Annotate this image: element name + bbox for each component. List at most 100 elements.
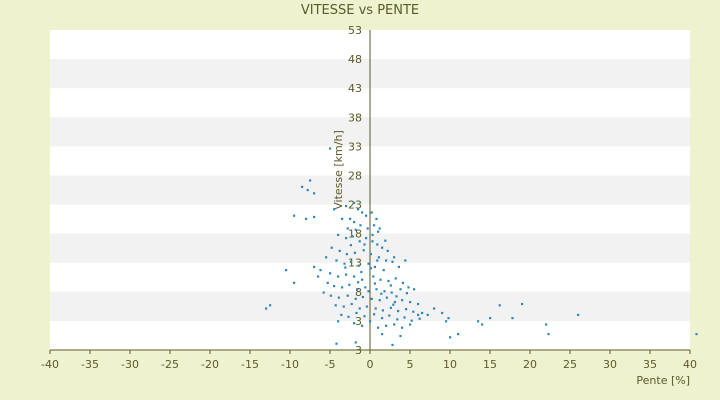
- data-point: [376, 243, 379, 246]
- data-point: [349, 217, 352, 220]
- data-point: [319, 269, 322, 272]
- data-point: [385, 259, 388, 262]
- data-point: [369, 267, 372, 270]
- data-point: [489, 317, 492, 320]
- data-point: [313, 265, 316, 268]
- data-point: [388, 314, 391, 317]
- data-point: [389, 306, 392, 309]
- y-tick-label: 23: [348, 199, 362, 212]
- data-point: [397, 309, 400, 313]
- data-point: [346, 227, 349, 230]
- y-tick-label: 48: [348, 53, 362, 66]
- data-point: [441, 311, 444, 315]
- data-point: [382, 269, 385, 272]
- data-point: [381, 317, 384, 320]
- data-point: [695, 333, 698, 336]
- data-point: [363, 243, 366, 246]
- data-point: [399, 288, 402, 291]
- y-tick-label: 8: [355, 286, 362, 299]
- data-point: [348, 283, 351, 286]
- data-point: [342, 305, 345, 308]
- data-point: [358, 240, 361, 243]
- data-point: [373, 265, 376, 268]
- data-point: [338, 249, 341, 252]
- data-point: [337, 320, 340, 323]
- data-point: [306, 189, 309, 192]
- data-point: [269, 304, 272, 307]
- data-point: [399, 334, 402, 338]
- data-point: [353, 221, 356, 224]
- data-point: [340, 313, 343, 316]
- x-tick-label: -20: [201, 358, 219, 371]
- data-point: [379, 278, 382, 281]
- data-point: [357, 281, 360, 284]
- data-point: [367, 262, 370, 265]
- data-point: [385, 296, 388, 299]
- data-point: [371, 233, 374, 236]
- y-tick-label: 38: [348, 111, 362, 124]
- data-point: [376, 259, 379, 262]
- data-point: [395, 295, 398, 298]
- data-point: [353, 201, 356, 204]
- data-point: [373, 282, 376, 285]
- data-point: [345, 253, 348, 256]
- data-point: [345, 273, 348, 276]
- data-point: [361, 278, 364, 281]
- x-tick-label: 20: [523, 358, 537, 371]
- x-tick-labels: -40 -35 -30 -25 -20 -15 -10 -5 0 5 10 15 20 25 30 35 40: [41, 350, 697, 371]
- x-tick-label: -10: [281, 358, 299, 371]
- data-point: [361, 324, 364, 327]
- data-point: [577, 313, 580, 316]
- data-point: [386, 249, 389, 252]
- data-point: [407, 286, 410, 289]
- data-point: [394, 277, 397, 280]
- data-point: [305, 217, 308, 220]
- data-point: [345, 237, 348, 240]
- data-point: [309, 179, 312, 182]
- x-tick-label: 40: [683, 358, 697, 371]
- data-point: [335, 342, 338, 345]
- data-point: [354, 341, 357, 344]
- data-point: [396, 318, 399, 321]
- data-point: [353, 322, 356, 325]
- data-point: [366, 227, 369, 230]
- data-point: [359, 224, 362, 227]
- x-tick-label: 25: [563, 358, 577, 371]
- data-point: [547, 333, 550, 336]
- data-point: [337, 275, 340, 278]
- data-point: [377, 256, 380, 259]
- data-point: [357, 264, 360, 267]
- data-point: [365, 237, 368, 240]
- data-point: [391, 260, 394, 263]
- data-point: [498, 304, 501, 307]
- data-point: [362, 249, 365, 252]
- data-point: [378, 227, 381, 230]
- data-point: [426, 313, 429, 316]
- data-point: [378, 299, 381, 302]
- data-point: [381, 333, 384, 336]
- x-tick-label: -25: [161, 358, 179, 371]
- data-point: [326, 281, 329, 284]
- data-point: [410, 319, 413, 322]
- data-point: [401, 299, 404, 302]
- data-point: [353, 275, 356, 278]
- data-point: [333, 208, 336, 211]
- data-point: [417, 313, 420, 316]
- data-point: [370, 211, 373, 214]
- data-point: [355, 311, 358, 315]
- data-point: [417, 302, 420, 306]
- data-point: [358, 307, 361, 310]
- data-point: [521, 302, 524, 306]
- data-point: [357, 208, 360, 211]
- data-point: [293, 214, 296, 217]
- x-tick-label: 10: [443, 358, 457, 371]
- data-point: [341, 217, 344, 220]
- data-point: [293, 281, 296, 284]
- chart-title: VITESSE vs PENTE: [301, 3, 419, 18]
- data-point: [346, 294, 349, 297]
- data-point: [367, 290, 370, 293]
- data-point: [369, 253, 372, 256]
- data-point: [313, 215, 316, 219]
